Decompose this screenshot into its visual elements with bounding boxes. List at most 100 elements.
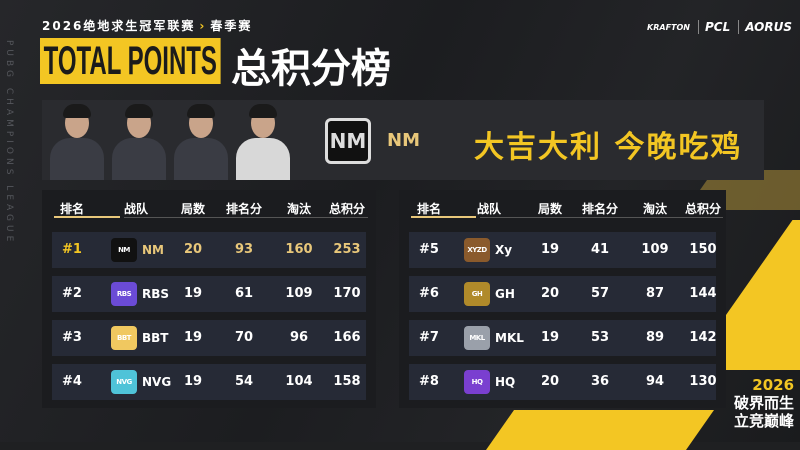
games-cell: 19 xyxy=(183,330,203,345)
place-points-cell: 61 xyxy=(234,286,254,301)
chevron-right-icon: › xyxy=(199,19,207,33)
place-points-cell: 36 xyxy=(590,374,610,389)
place-points-cell: 41 xyxy=(590,242,610,257)
team-name: GH xyxy=(495,287,515,301)
rank-cell: #1 xyxy=(62,242,82,257)
season-name: 春季赛 xyxy=(210,19,253,33)
rank-cell: #2 xyxy=(62,286,82,301)
header-total: 总积分 xyxy=(684,202,722,216)
header-underline xyxy=(411,216,476,218)
header-place-points: 排名分 xyxy=(581,202,619,216)
champion-team-name: NM xyxy=(387,130,420,151)
team-logo: MKL xyxy=(464,326,490,350)
table-row: #1 NM NM 20 93 160 253 xyxy=(52,232,366,268)
slogan-year: 2026 xyxy=(752,376,795,394)
page-title-cn: 总积分榜 xyxy=(231,46,391,92)
rank-cell: #3 xyxy=(62,330,82,345)
decor-stripe xyxy=(485,410,715,450)
place-points-cell: 57 xyxy=(590,286,610,301)
sponsor-logos: KRAFTON PCL AORUS xyxy=(647,20,792,34)
player-photo xyxy=(174,104,228,180)
header-divider xyxy=(124,217,368,218)
header-place-points: 排名分 xyxy=(225,202,263,216)
nm-team-logo: NM xyxy=(325,118,371,164)
games-cell: 19 xyxy=(540,330,560,345)
rank-cell: #6 xyxy=(419,286,439,301)
event-slogan: 2026 破界而生 立竞巅峰 xyxy=(734,376,794,430)
champion-banner: NM NM 大吉大利 今晚吃鸡 xyxy=(42,100,764,180)
header-team: 战队 xyxy=(476,202,502,216)
table-row: #2 RBS RBS 19 61 109 170 xyxy=(52,276,366,312)
page-title-en: TOTAL POINTS xyxy=(40,38,221,84)
standings-table-right: 排名 战队 局数 排名分 淘汰 总积分 #5 XYZD Xy 19 41 109 150 #6 GH GH 20… xyxy=(399,190,726,408)
total-points-cell: 253 xyxy=(333,242,361,257)
team-logo: HQ xyxy=(464,370,490,394)
eliminations-cell: 94 xyxy=(645,374,665,389)
total-points-cell: 166 xyxy=(333,330,361,345)
place-points-cell: 53 xyxy=(590,330,610,345)
total-points-cell: 150 xyxy=(689,242,717,257)
champion-slogan: 大吉大利 今晚吃鸡 xyxy=(474,130,743,165)
slogan-line2: 立竞巅峰 xyxy=(734,412,795,430)
place-points-cell: 93 xyxy=(234,242,254,257)
table-row: #6 GH GH 20 57 87 144 xyxy=(409,276,717,312)
games-cell: 19 xyxy=(540,242,560,257)
rank-cell: #4 xyxy=(62,374,82,389)
total-points-cell: 142 xyxy=(689,330,717,345)
header-games: 局数 xyxy=(180,202,206,216)
total-points-cell: 144 xyxy=(689,286,717,301)
table-row: #7 MKL MKL 19 53 89 142 xyxy=(409,320,717,356)
header-eliminations: 淘汰 xyxy=(286,202,312,216)
team-name: HQ xyxy=(495,375,516,389)
team-logo: XYZD xyxy=(464,238,490,262)
header-rank: 排名 xyxy=(416,202,442,216)
player-photo xyxy=(112,104,166,180)
header-rank: 排名 xyxy=(59,202,85,216)
games-cell: 20 xyxy=(540,374,560,389)
rank-cell: #8 xyxy=(419,374,439,389)
team-name: MKL xyxy=(495,331,524,345)
games-cell: 19 xyxy=(183,374,203,389)
games-cell: 20 xyxy=(183,242,203,257)
eliminations-cell: 109 xyxy=(641,242,669,257)
header-games: 局数 xyxy=(537,202,563,216)
header-underline xyxy=(54,216,120,218)
total-points-cell: 130 xyxy=(689,374,717,389)
league-name: 2026绝地求生冠军联赛 xyxy=(42,19,196,33)
standings-table-left: 排名 战队 局数 排名分 淘汰 总积分 #1 NM NM 20 93 160 253 #2 RBS RBS 19… xyxy=(42,190,376,408)
header-divider xyxy=(480,217,723,218)
team-logo: NM xyxy=(111,238,137,262)
team-name: BBT xyxy=(142,331,169,345)
subtitle: 2026绝地求生冠军联赛 › 春季赛 xyxy=(42,17,252,34)
slogan-line1: 破界而生 xyxy=(734,394,795,412)
aorus-logo: AORUS xyxy=(738,20,792,34)
header-team: 战队 xyxy=(123,202,149,216)
eliminations-cell: 160 xyxy=(285,242,313,257)
eliminations-cell: 87 xyxy=(645,286,665,301)
total-points-cell: 170 xyxy=(333,286,361,301)
games-cell: 20 xyxy=(540,286,560,301)
team-logo: BBT xyxy=(111,326,137,350)
table-row: #4 NVG NVG 19 54 104 158 xyxy=(52,364,366,400)
team-logo: RBS xyxy=(111,282,137,306)
team-logo: NVG xyxy=(111,370,137,394)
player-photo xyxy=(50,104,104,180)
eliminations-cell: 89 xyxy=(645,330,665,345)
pcl-logo: PCL xyxy=(698,20,730,34)
games-cell: 19 xyxy=(183,286,203,301)
table-row: #3 BBT BBT 19 70 96 166 xyxy=(52,320,366,356)
player-photo xyxy=(236,104,290,180)
team-logo: GH xyxy=(464,282,490,306)
table-row: #8 HQ HQ 20 36 94 130 xyxy=(409,364,717,400)
eliminations-cell: 109 xyxy=(285,286,313,301)
krafton-logo: KRAFTON xyxy=(647,22,690,32)
team-name: NM xyxy=(142,243,164,257)
rank-cell: #7 xyxy=(419,330,439,345)
side-text: PUBG CHAMPIONS LEAGUE xyxy=(4,40,14,246)
header-total: 总积分 xyxy=(328,202,366,216)
team-name: NVG xyxy=(142,375,172,389)
place-points-cell: 54 xyxy=(234,374,254,389)
rank-cell: #5 xyxy=(419,242,439,257)
table-row: #5 XYZD Xy 19 41 109 150 xyxy=(409,232,717,268)
eliminations-cell: 104 xyxy=(285,374,313,389)
